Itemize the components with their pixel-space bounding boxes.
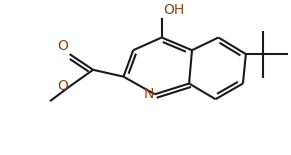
Text: O: O bbox=[57, 80, 68, 93]
Text: O: O bbox=[57, 39, 68, 53]
Text: OH: OH bbox=[164, 3, 185, 17]
Text: N: N bbox=[143, 87, 154, 101]
